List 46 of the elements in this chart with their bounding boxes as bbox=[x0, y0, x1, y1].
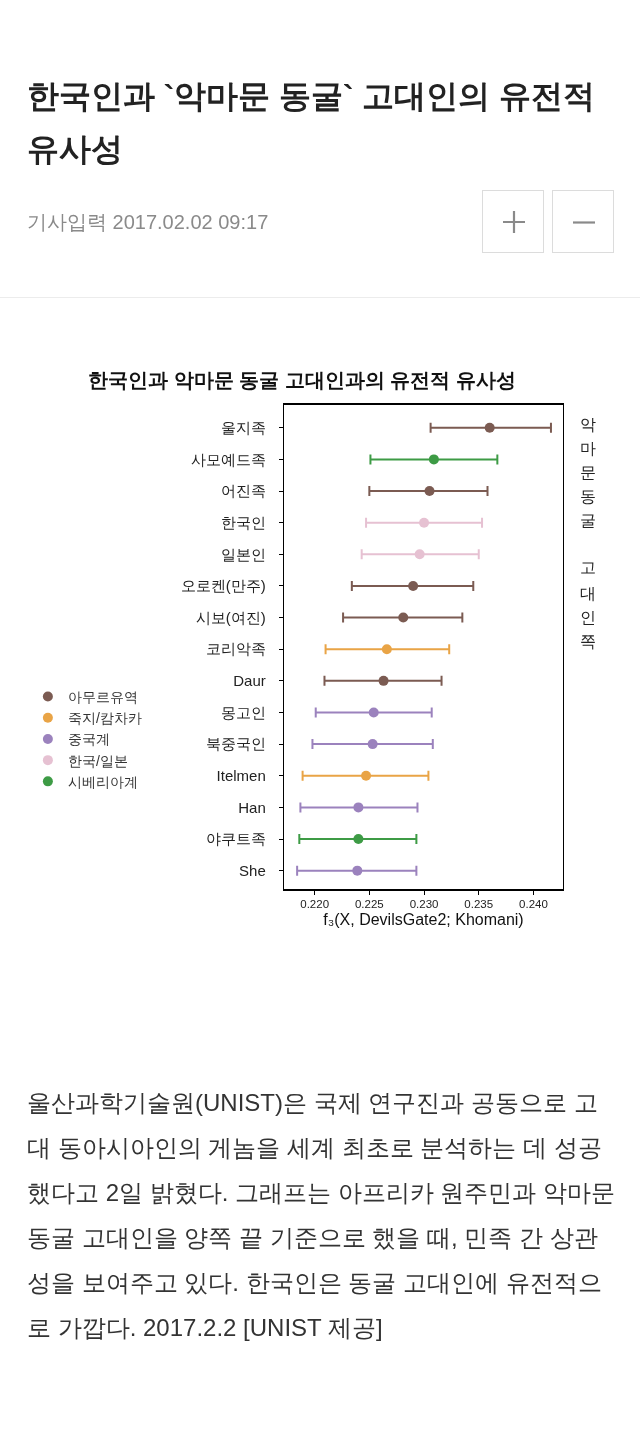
x-tick-label: 0.220 bbox=[300, 898, 330, 911]
y-tick-label: 야쿠트족 bbox=[205, 830, 266, 848]
text: 기사입력 2017.02.02 09:17 bbox=[27, 210, 269, 235]
legend-label: 중국계 bbox=[67, 731, 110, 748]
x-tick-label: 0.240 bbox=[519, 898, 548, 911]
point bbox=[353, 834, 364, 845]
y-tick-label: 사모예드족 bbox=[190, 450, 266, 468]
point bbox=[368, 707, 379, 718]
y-tick-label: Daur bbox=[233, 672, 266, 690]
y-tick-label: She bbox=[239, 861, 266, 879]
x-tick-label: 0.230 bbox=[409, 898, 439, 911]
point bbox=[378, 675, 389, 686]
point bbox=[352, 865, 363, 876]
legend-label: 시베리아계 bbox=[67, 773, 138, 790]
legend-label: 죽지/캄차카 bbox=[67, 710, 142, 727]
point bbox=[367, 739, 378, 750]
text: 악마문동굴 고대인쪽 bbox=[579, 406, 598, 647]
y-tick-label: 한국인 bbox=[220, 513, 266, 531]
point bbox=[381, 644, 392, 655]
y-tick-label: 어진족 bbox=[220, 482, 266, 500]
x-tick-label: 0.235 bbox=[464, 898, 494, 911]
legend-label: 한국/일본 bbox=[67, 752, 128, 769]
y-tick-label: 오로켄(만주) bbox=[180, 577, 266, 595]
text: 울산과학기술원(UNIST)은 국제 연구진과 공동으로 고대 동아시아인의 게놈을 세계 최초로 분석하는 데 성공했다고 2일 밝혔다. 그래프는 아프리카 원주민과 악마문 동굴 고대인을 양쪽 끝 기준으로 했을 때, 민족 간 상관성을 보여주고 있다. 한국인은 동굴 고대인에 유전적으로 가깝다. 2017.2.2 [UNIST 제공] bbox=[27, 1088, 617, 1343]
y-tick-label: 일본인 bbox=[220, 545, 266, 563]
y-tick-label: 코리악족 bbox=[205, 640, 266, 658]
point bbox=[428, 454, 439, 465]
chart-title: 한국인과 `악마문 동굴` 고대인의 유전적 유사성 bbox=[27, 77, 596, 169]
point bbox=[408, 580, 419, 591]
y-tick-label: Han bbox=[238, 798, 266, 816]
chart-subtitle: 한국인과 악마문 동굴 고대인과의 유전적 유사성 bbox=[88, 369, 516, 392]
y-tick-label: Itelmen bbox=[216, 767, 266, 784]
legend-label: 아무르유역 bbox=[67, 689, 138, 706]
point bbox=[414, 549, 425, 560]
y-tick-label: 울지족 bbox=[220, 419, 266, 437]
y-tick-label: 몽고인 bbox=[220, 703, 266, 721]
x-axis-title: f₃(X, DevilsGate2; Khomani) bbox=[323, 910, 524, 928]
point bbox=[424, 486, 435, 497]
point bbox=[419, 517, 430, 528]
point bbox=[361, 770, 372, 781]
point bbox=[353, 802, 364, 813]
x-tick-label: 0.225 bbox=[354, 898, 384, 911]
point bbox=[484, 422, 495, 433]
y-tick-label: 북중국인 bbox=[205, 735, 266, 753]
y-tick-label: 시보(여진) bbox=[195, 608, 266, 626]
point bbox=[398, 612, 409, 623]
